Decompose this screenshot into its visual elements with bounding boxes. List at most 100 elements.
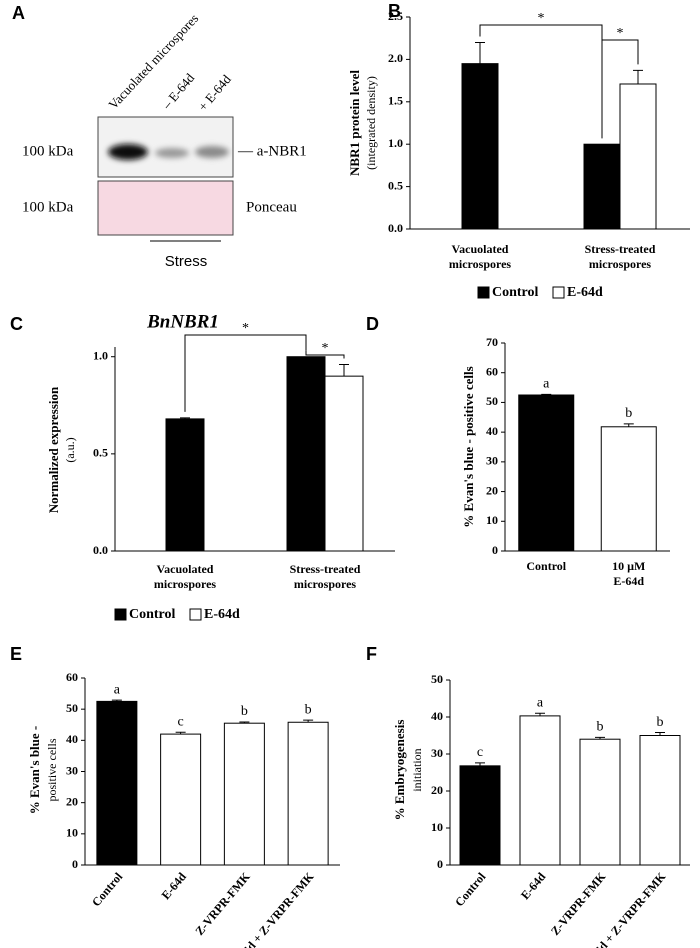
bar xyxy=(600,426,657,552)
significance-letter: a xyxy=(114,682,121,697)
bar xyxy=(519,715,561,866)
legend-label: E-64d xyxy=(204,607,240,622)
y-tick-label: 10 xyxy=(486,513,498,527)
y-tick-label: 0.0 xyxy=(93,543,108,557)
legend-label: Control xyxy=(129,607,176,622)
error-bar xyxy=(655,732,665,736)
lane-label: Vacuolated microspores xyxy=(105,11,201,112)
x-tick-label: Z-VRPR-FMK xyxy=(192,869,253,938)
lane-label: + E-64d xyxy=(195,71,234,113)
x-tick-label: Vacuolated xyxy=(157,562,214,576)
error-bar xyxy=(595,736,605,740)
x-tick-label: Z-VRPR-FMK xyxy=(548,869,609,938)
legend-label: Control xyxy=(492,285,539,300)
bar xyxy=(160,733,202,866)
y-tick-label: 60 xyxy=(486,364,498,378)
row-label: Ponceau xyxy=(246,199,297,215)
error-bar xyxy=(175,731,186,735)
row-label: — a-NBR1 xyxy=(237,143,307,159)
y-tick-label: 40 xyxy=(66,732,78,746)
y-tick-label: 0 xyxy=(72,857,78,871)
bar xyxy=(579,738,621,866)
y-tick-label: 70 xyxy=(486,335,498,349)
bar xyxy=(639,735,681,866)
panel-letter: F xyxy=(366,644,377,664)
y-tick-label: 40 xyxy=(486,424,498,438)
y-tick-label: 50 xyxy=(486,394,498,408)
bar xyxy=(287,721,329,866)
y-tick-label: 10 xyxy=(431,820,443,834)
panel-letter: B xyxy=(388,1,401,21)
ponceau-membrane xyxy=(97,180,234,236)
y-axis-label: positive cells xyxy=(45,738,59,801)
error-bar xyxy=(339,363,349,377)
x-tick-label: Control xyxy=(89,869,126,909)
y-tick-label: 20 xyxy=(486,483,498,497)
error-bar xyxy=(111,699,122,702)
error-bar xyxy=(475,762,485,766)
significance-letter: b xyxy=(241,704,248,719)
y-axis-label: % Evan's blue - xyxy=(27,726,42,815)
y-tick-label: 20 xyxy=(431,783,443,797)
legend-swatch xyxy=(189,608,202,621)
error-bar xyxy=(475,41,485,64)
significance-letter: b xyxy=(657,715,664,730)
y-axis-label: Normalized expression xyxy=(46,386,61,513)
panel-letter: E xyxy=(10,644,22,664)
x-tick-label: microspores xyxy=(294,577,357,591)
band xyxy=(195,146,229,158)
x-tick-label: E-64d xyxy=(159,869,190,902)
y-tick-label: 0.0 xyxy=(388,221,403,235)
y-tick-label: 30 xyxy=(66,763,78,777)
y-tick-label: 50 xyxy=(66,701,78,715)
size-label: 100 kDa xyxy=(22,143,74,159)
significance-star: * xyxy=(242,321,249,336)
band xyxy=(155,148,189,158)
y-tick-label: 20 xyxy=(66,794,78,808)
y-tick-label: 0.5 xyxy=(93,446,108,460)
lane-label: – E-64d xyxy=(158,70,197,113)
significance-letter: c xyxy=(477,745,483,760)
significance-star: * xyxy=(538,11,545,26)
y-tick-label: 60 xyxy=(66,670,78,684)
error-bar xyxy=(239,721,250,724)
x-tick-label: microspores xyxy=(589,257,652,271)
error-bar xyxy=(541,393,552,395)
significance-letter: a xyxy=(543,377,550,392)
chart-title: BnNBR1 xyxy=(146,311,219,332)
x-tick-label: E-64d xyxy=(613,574,644,588)
legend-swatch xyxy=(477,286,490,299)
error-bar xyxy=(623,423,634,427)
significance-letter: a xyxy=(537,696,544,711)
size-label: 100 kDa xyxy=(22,199,74,215)
x-tick-label: Control xyxy=(526,559,566,573)
x-tick-label: E-64d xyxy=(518,869,549,902)
y-axis-label: (a.u.) xyxy=(63,437,77,462)
y-tick-label: 2.0 xyxy=(388,51,403,65)
error-bar xyxy=(303,719,314,723)
y-tick-label: 2.5 xyxy=(388,9,403,23)
y-tick-label: 0.5 xyxy=(388,178,403,192)
panel-letter: C xyxy=(10,314,23,334)
y-axis-label: NBR1 protein level xyxy=(347,70,362,176)
significance-letter: b xyxy=(625,406,632,421)
y-tick-label: 30 xyxy=(486,454,498,468)
error-bar xyxy=(535,712,545,716)
bar xyxy=(324,375,364,552)
x-tick-label: Stress-treated xyxy=(290,562,361,576)
y-axis-label: % Evan's blue - positive cells xyxy=(461,366,476,527)
significance-letter: b xyxy=(597,720,604,735)
significance-bracket xyxy=(601,39,639,139)
y-tick-label: 1.0 xyxy=(388,136,403,150)
panel-letter: A xyxy=(12,3,25,23)
panel-a: A Vacuolated microspores – E-64d + E-64d… xyxy=(12,3,307,270)
significance-letter: b xyxy=(305,702,312,717)
y-tick-label: 0 xyxy=(437,857,443,871)
x-tick-label: Stress-treated xyxy=(585,242,656,256)
band xyxy=(108,144,148,160)
y-axis-label: (integrated density) xyxy=(364,76,378,170)
significance-star: * xyxy=(322,341,329,356)
significance-letter: c xyxy=(178,714,184,729)
significance-bracket xyxy=(305,350,345,359)
y-tick-label: 1.0 xyxy=(93,348,108,362)
